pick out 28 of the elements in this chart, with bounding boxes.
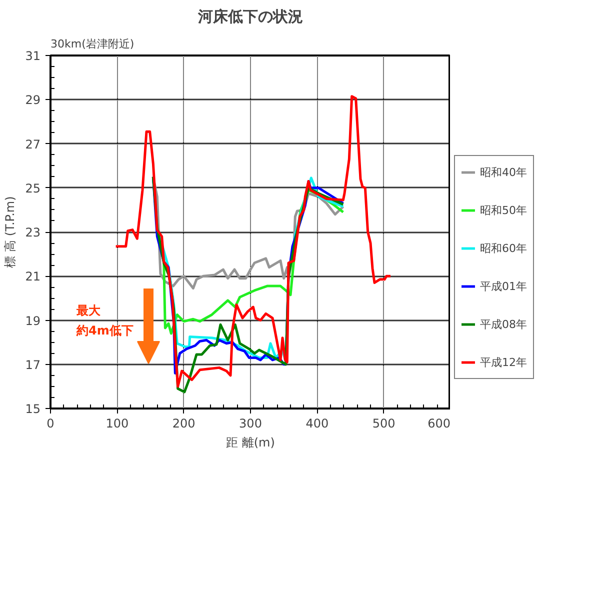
y-tick-label: 23 (25, 226, 41, 240)
legend-label: 平成01年 (480, 278, 527, 294)
x-tick-label: 400 (306, 416, 329, 430)
x-tick-label: 300 (239, 416, 262, 430)
x-tick-label: 200 (172, 416, 196, 430)
y-tick-label: 31 (25, 49, 41, 63)
legend-label: 昭和60年 (480, 240, 527, 256)
y-tick-label: 17 (25, 358, 41, 372)
legend-label: 昭和40年 (480, 164, 527, 180)
y-tick-label: 15 (25, 402, 41, 416)
annotation: 最大 (76, 304, 102, 318)
x-tick-label: 0 (46, 416, 54, 430)
x-tick-label: 500 (372, 416, 396, 430)
y-axis-title: 標 高 (T.P.m) (3, 196, 18, 268)
legend-label: 平成12年 (480, 354, 527, 370)
y-tick-label: 19 (25, 314, 41, 328)
annotation: 約4m低下 (76, 324, 134, 338)
x-axis-title: 距 離(m) (226, 436, 275, 450)
legend-label: 昭和50年 (480, 202, 527, 218)
x-tick-label: 100 (106, 416, 129, 430)
chart-subtitle: 30km(岩津附近) (50, 38, 134, 50)
y-tick-label: 29 (25, 93, 41, 108)
x-tick-label: 600 (428, 416, 450, 430)
y-tick-label: 25 (25, 181, 41, 196)
y-tick-label: 27 (25, 137, 41, 152)
legend-label: 平成08年 (480, 316, 527, 332)
chart-title: 河床低下の状況 (197, 8, 303, 26)
y-tick-label: 21 (25, 270, 41, 284)
